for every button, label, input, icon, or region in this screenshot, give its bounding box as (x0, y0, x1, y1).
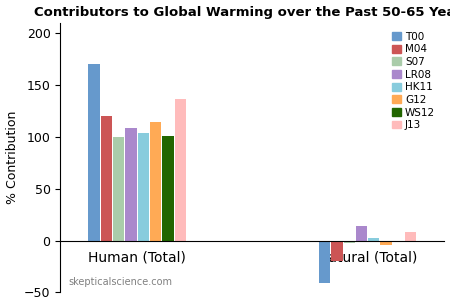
Bar (356, 226, 367, 241)
Legend: T00, M04, S07, LR08, HK11, G12, WS12, J13: T00, M04, S07, LR08, HK11, G12, WS12, J1… (388, 28, 439, 134)
Bar (113, 137, 124, 241)
Y-axis label: % Contribution: % Contribution (5, 111, 18, 204)
Bar (89, 64, 100, 241)
Bar (101, 116, 112, 241)
Bar (331, 241, 342, 261)
Title: Contributors to Global Warming over the Past 50-65 Years: Contributors to Global Warming over the … (35, 6, 450, 19)
Bar (162, 136, 174, 241)
Bar (138, 132, 149, 241)
Text: skepticalscience.com: skepticalscience.com (68, 277, 172, 287)
Bar (126, 129, 137, 241)
Bar (175, 99, 186, 241)
Bar (380, 241, 392, 245)
Bar (319, 241, 330, 283)
Bar (368, 238, 379, 241)
Bar (343, 241, 355, 243)
Bar (150, 122, 161, 241)
Bar (405, 232, 416, 241)
